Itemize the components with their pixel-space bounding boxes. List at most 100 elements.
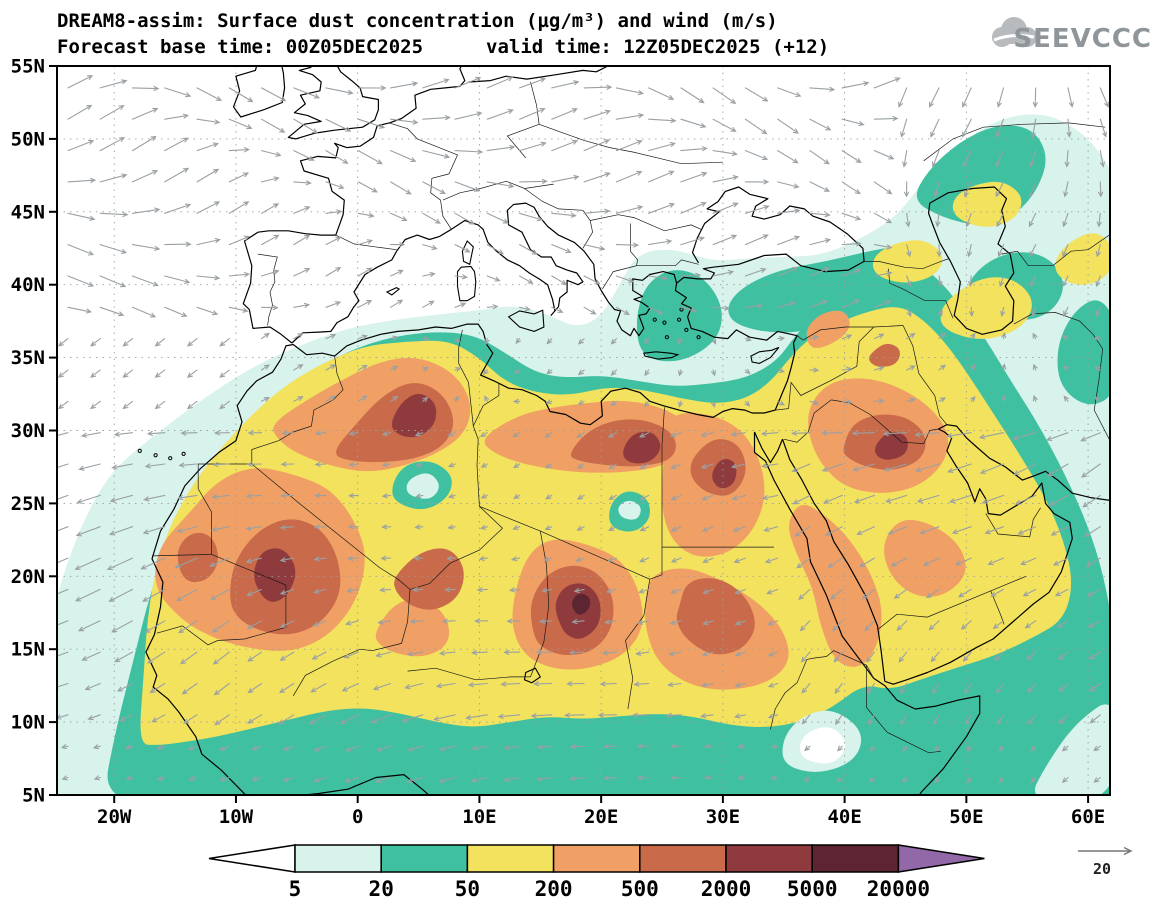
country-border: [636, 259, 699, 267]
country-border: [407, 667, 531, 681]
x-tick-label: 20W: [97, 806, 132, 828]
country-border: [335, 234, 397, 251]
island-outline: [750, 346, 780, 364]
wind-vector-field: [57, 75, 1109, 784]
y-tick-label: 25N: [11, 493, 45, 515]
country-border: [985, 507, 1041, 538]
dust-contour-region: [394, 548, 464, 610]
island-outline: [385, 286, 401, 296]
x-tick-label: 60E: [1071, 806, 1105, 828]
latlon-gridlines: [57, 66, 1110, 795]
dust-contour-region: [406, 473, 439, 499]
colorbar-level-label: 20000: [867, 877, 930, 901]
reference-arrow: [1078, 846, 1133, 856]
y-tick-label: 50N: [11, 128, 45, 150]
forecast-base-time: Forecast base time: 00Z05DEC2025: [57, 36, 423, 58]
colorbar-segment: [552, 844, 641, 873]
y-tick-label: 15N: [11, 639, 45, 661]
x-tick-label: 30E: [706, 806, 740, 828]
y-tick-label: 20N: [11, 566, 45, 588]
small-island: [153, 453, 158, 458]
colorbar-level-label: 5: [289, 877, 302, 901]
small-island: [684, 327, 689, 332]
small-island: [168, 456, 173, 461]
dust-contour-region: [1055, 233, 1110, 285]
country-border: [472, 383, 500, 427]
colorbar-segment: [639, 844, 727, 873]
small-island: [181, 451, 186, 456]
coastline: [287, 66, 379, 140]
x-tick-label: 10W: [219, 806, 254, 828]
country-border: [458, 329, 474, 427]
y-tick-label: 35N: [11, 347, 45, 369]
colorbar-segment: [811, 844, 900, 873]
country-border: [602, 223, 639, 290]
axis-ticks-and-labels: 20W 10W 0 10E 20E 30E 40E 50E 60E 5N 10N 15N 20N 25N 3…: [11, 56, 1106, 829]
caspian-sea-outline: [927, 186, 1015, 335]
country-border: [864, 258, 950, 270]
x-tick-label: 50E: [949, 806, 983, 828]
dust-concentration-shading: [57, 114, 1110, 795]
y-tick-label: 30N: [11, 420, 45, 442]
coastline: [753, 432, 981, 795]
y-tick-label: 40N: [11, 274, 45, 296]
country-border: [524, 188, 593, 249]
country-border: [661, 407, 665, 548]
colorbar-level-label: 50: [455, 877, 480, 901]
country-border: [251, 356, 344, 464]
dust-contour-region: [806, 310, 850, 349]
dust-contour-region: [571, 593, 591, 615]
country-border: [389, 122, 458, 230]
country-border: [902, 325, 948, 425]
logo-text: SEEVCCC: [1013, 24, 1152, 54]
country-border: [783, 399, 832, 443]
dust-contour-region: [375, 598, 450, 657]
cloud-icon: [992, 17, 1037, 47]
dust-contour-region: [869, 343, 900, 367]
country-border: [156, 625, 218, 646]
dust-contour-region: [618, 500, 641, 520]
country-border: [923, 122, 1106, 162]
valid-time: valid time: 12Z05DEC2025 (+12): [486, 36, 829, 58]
colorbar-level-label: 20: [369, 877, 394, 901]
dust-contour-region: [392, 394, 437, 438]
colorbar-segment: [466, 844, 555, 873]
country-border: [1001, 234, 1110, 267]
country-border: [538, 123, 723, 165]
country-border: [442, 180, 554, 201]
y-tick-label: 45N: [11, 201, 45, 223]
country-border: [590, 214, 702, 232]
country-border: [625, 579, 651, 710]
dust-contour-region: [1057, 300, 1110, 405]
y-tick-label: 5N: [22, 785, 45, 807]
coastline: [242, 66, 466, 344]
small-island: [696, 335, 701, 340]
island-outline: [456, 265, 477, 302]
colorbar-segment: [380, 844, 469, 873]
dust-contour-region: [177, 532, 218, 583]
country-border: [878, 575, 1027, 630]
country-border: [472, 425, 503, 529]
x-tick-label: 40E: [827, 806, 861, 828]
dust-contour-region: [636, 270, 722, 362]
small-island: [137, 448, 142, 454]
country-border: [1013, 312, 1110, 441]
small-island: [652, 317, 657, 322]
coastline: [291, 202, 678, 344]
colorbar-level-label: 200: [535, 877, 573, 901]
country-border: [796, 325, 904, 341]
country-border: [257, 253, 278, 326]
coastline: [753, 431, 784, 464]
dust-contour-region: [712, 458, 737, 489]
dust-contour-region: [676, 578, 755, 655]
country-border: [292, 589, 411, 697]
wind-reference-arrow: 20: [1078, 846, 1133, 878]
coastline: [781, 424, 1110, 685]
dust-contour-region: [1034, 704, 1110, 795]
y-tick-label: 55N: [11, 56, 45, 78]
map-area: [57, 66, 1110, 795]
colorbar-level-label: 5000: [787, 877, 838, 901]
island-outline: [461, 240, 474, 266]
